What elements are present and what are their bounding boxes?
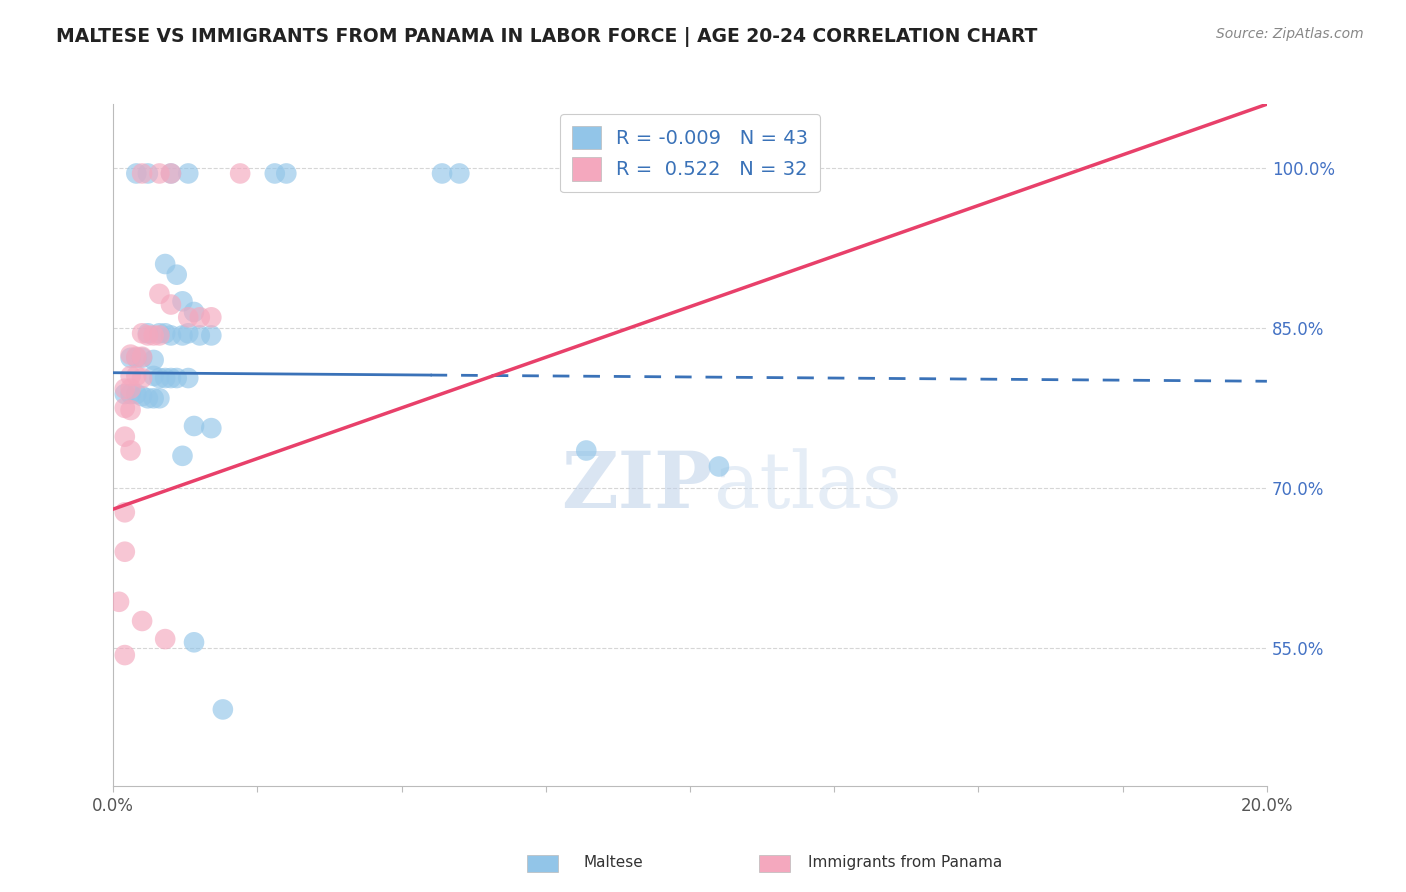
Point <box>263 166 285 180</box>
Point <box>148 286 170 301</box>
Point <box>131 389 153 403</box>
Point <box>114 382 136 396</box>
Point <box>120 403 142 417</box>
Point <box>153 632 176 646</box>
Point <box>131 350 153 364</box>
Point <box>148 371 170 385</box>
Point <box>131 326 153 341</box>
Point <box>200 421 222 435</box>
Point <box>131 166 153 180</box>
Point <box>575 443 598 458</box>
Point <box>172 449 194 463</box>
Text: ZIP: ZIP <box>561 448 713 524</box>
Point <box>177 310 200 325</box>
Point <box>183 635 205 649</box>
Point <box>160 166 183 180</box>
Point <box>212 702 235 716</box>
Point <box>120 368 142 383</box>
Text: MALTESE VS IMMIGRANTS FROM PANAMA IN LABOR FORCE | AGE 20-24 CORRELATION CHART: MALTESE VS IMMIGRANTS FROM PANAMA IN LAB… <box>56 27 1038 46</box>
Point <box>125 166 148 180</box>
Point <box>172 328 194 343</box>
Point <box>114 648 136 662</box>
Point <box>153 371 176 385</box>
Point <box>183 419 205 434</box>
Point <box>160 328 183 343</box>
Point <box>114 401 136 415</box>
Point <box>142 392 165 406</box>
Point <box>148 166 170 180</box>
Point <box>125 387 148 401</box>
Point <box>114 505 136 519</box>
Point <box>148 328 170 343</box>
Point <box>160 166 183 180</box>
Point <box>148 392 170 406</box>
Point <box>148 326 170 341</box>
Point <box>131 614 153 628</box>
Point <box>131 371 153 385</box>
Point <box>125 368 148 383</box>
Point <box>131 351 153 365</box>
Point <box>166 268 188 282</box>
Point <box>430 166 453 180</box>
Legend: R = -0.009   N = 43, R =  0.522   N = 32: R = -0.009 N = 43, R = 0.522 N = 32 <box>560 114 820 193</box>
Point <box>136 166 159 180</box>
Point <box>707 459 730 474</box>
Point <box>120 443 142 458</box>
Point <box>188 328 211 343</box>
Point <box>108 595 131 609</box>
Point <box>177 166 200 180</box>
Point <box>114 545 136 559</box>
Point <box>153 257 176 271</box>
Point <box>449 166 471 180</box>
Point <box>183 305 205 319</box>
Point <box>200 310 222 325</box>
Point <box>177 371 200 385</box>
Point <box>125 350 148 364</box>
Point <box>142 353 165 368</box>
Point <box>188 310 211 325</box>
Point <box>142 368 165 383</box>
Point <box>142 328 165 343</box>
Point <box>160 371 183 385</box>
Point <box>120 382 142 396</box>
Text: atlas: atlas <box>713 448 901 524</box>
Point <box>120 351 142 365</box>
Point <box>172 294 194 309</box>
Point <box>136 328 159 343</box>
Text: Maltese: Maltese <box>583 855 643 870</box>
Point <box>136 392 159 406</box>
Point <box>114 387 136 401</box>
Point <box>200 328 222 343</box>
Point <box>114 430 136 444</box>
Point <box>153 326 176 341</box>
Point <box>125 351 148 365</box>
Point <box>120 387 142 401</box>
Point <box>136 326 159 341</box>
Point <box>276 166 298 180</box>
Point <box>160 297 183 311</box>
Point <box>166 371 188 385</box>
Point <box>229 166 252 180</box>
Point <box>120 348 142 362</box>
Point <box>177 326 200 341</box>
Text: Immigrants from Panama: Immigrants from Panama <box>808 855 1002 870</box>
Text: Source: ZipAtlas.com: Source: ZipAtlas.com <box>1216 27 1364 41</box>
